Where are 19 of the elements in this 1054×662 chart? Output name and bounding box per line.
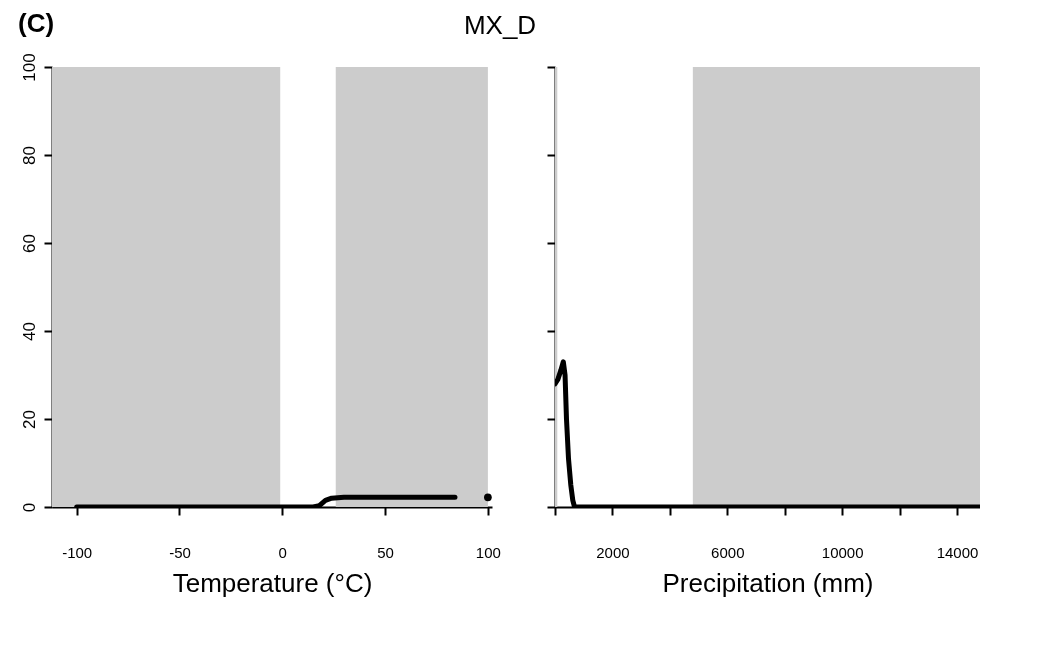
x-tick-label: 100 [475,543,501,561]
x-tick-label: -50 [169,543,191,561]
y-tick-label: 0 [19,502,39,513]
y-tick-label: 80 [19,146,39,165]
x-tick-label: 14000 [936,543,979,561]
x-tick-label: 0 [278,543,287,561]
text: (C) [18,8,55,38]
y-tick-label: 60 [19,234,39,253]
x-tick-label: 50 [377,543,394,561]
x-tick-label: -100 [62,543,93,561]
chart-title: MX_D [463,9,537,40]
x-tick-label: 2000 [596,543,630,561]
x-tick-label: 6000 [711,543,745,561]
x-axis-title: Precipitation (mm) [662,567,874,598]
y-tick-label: 100 [19,53,39,82]
y-tick-label: 40 [19,322,39,341]
y-tick-label: 20 [19,410,39,429]
x-tick-label: 10000 [821,543,864,561]
x-axis-title: Temperature (°C) [172,567,373,598]
